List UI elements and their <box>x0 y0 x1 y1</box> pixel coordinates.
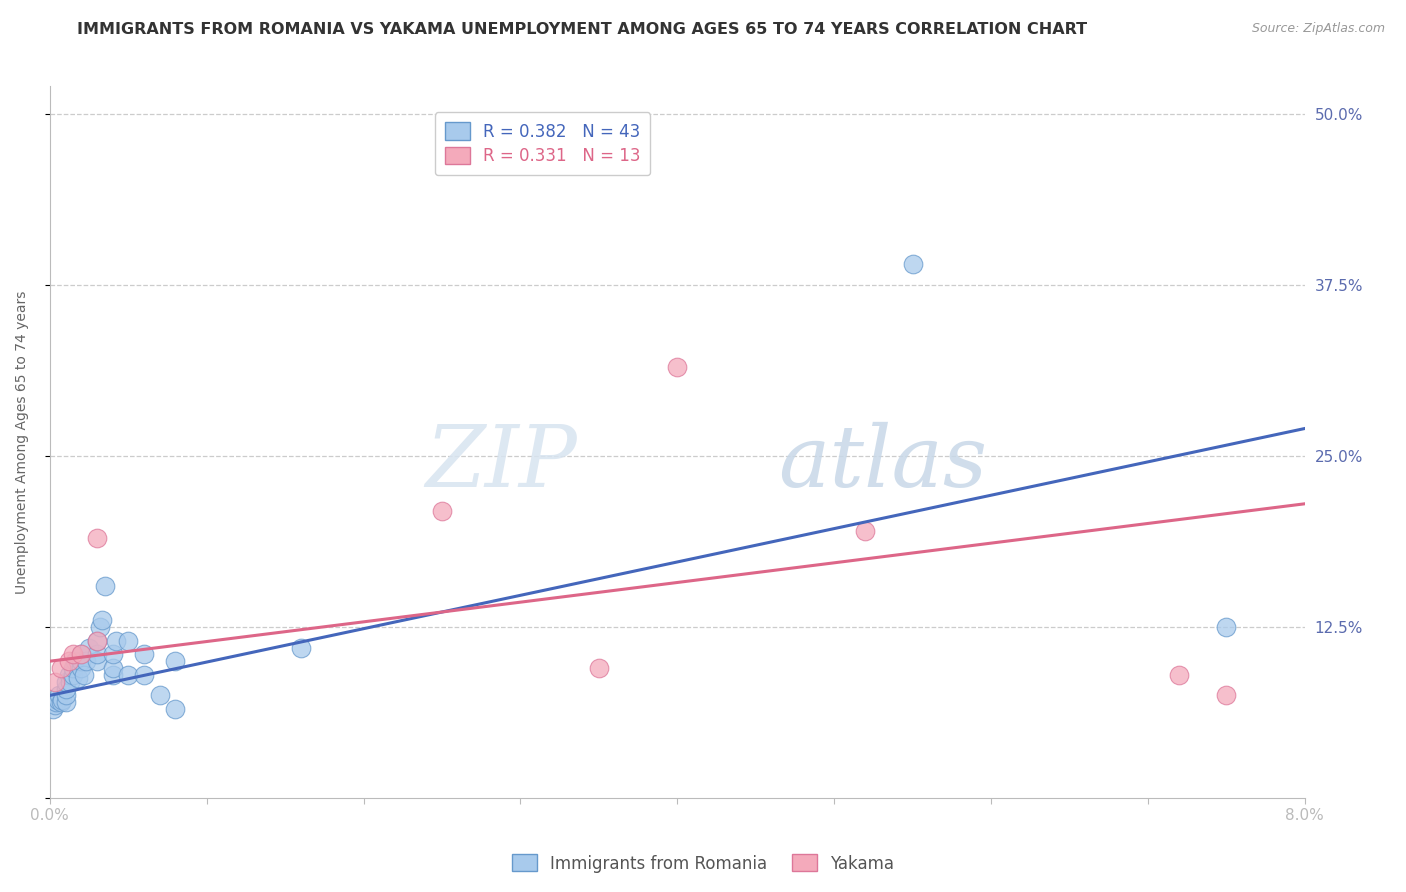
Point <box>165 702 187 716</box>
Point <box>86 633 108 648</box>
Text: IMMIGRANTS FROM ROMANIA VS YAKAMA UNEMPLOYMENT AMONG AGES 65 TO 74 YEARS CORRELA: IMMIGRANTS FROM ROMANIA VS YAKAMA UNEMPL… <box>77 22 1087 37</box>
Point <box>290 640 312 655</box>
Point <box>430 503 453 517</box>
Point <box>58 654 80 668</box>
Point <box>86 633 108 648</box>
Point <box>45 695 67 709</box>
Point <box>73 668 96 682</box>
Point <box>101 661 124 675</box>
Text: atlas: atlas <box>778 422 987 505</box>
Point <box>132 668 155 682</box>
Point <box>1215 689 1237 703</box>
Point <box>63 654 86 668</box>
Point <box>62 668 84 682</box>
Point <box>55 681 77 696</box>
Point <box>666 359 689 374</box>
Point <box>44 674 66 689</box>
Point <box>89 620 111 634</box>
Point <box>1168 668 1191 682</box>
Point <box>49 661 72 675</box>
Legend: R = 0.382   N = 43, R = 0.331   N = 13: R = 0.382 N = 43, R = 0.331 N = 13 <box>434 112 651 176</box>
Point <box>117 633 139 648</box>
Y-axis label: Unemployment Among Ages 65 to 74 years: Unemployment Among Ages 65 to 74 years <box>15 291 30 594</box>
Point <box>588 661 610 675</box>
Point <box>132 648 155 662</box>
Point <box>90 613 112 627</box>
Text: ZIP: ZIP <box>425 422 576 505</box>
Point <box>86 648 108 662</box>
Point <box>58 668 80 682</box>
Point <box>62 648 84 662</box>
Point <box>901 257 924 271</box>
Point <box>855 524 877 538</box>
Point <box>101 648 124 662</box>
Point <box>46 692 69 706</box>
Point <box>62 661 84 675</box>
Point <box>104 633 127 648</box>
Point <box>55 695 77 709</box>
Point <box>86 654 108 668</box>
Point <box>149 689 172 703</box>
Point <box>165 654 187 668</box>
Legend: Immigrants from Romania, Yakama: Immigrants from Romania, Yakama <box>505 847 901 880</box>
Point <box>70 648 93 662</box>
Point <box>55 689 77 703</box>
Point <box>77 640 100 655</box>
Point <box>49 695 72 709</box>
Point <box>42 702 65 716</box>
Point <box>117 668 139 682</box>
Point <box>44 698 66 712</box>
Point <box>48 689 70 703</box>
Point <box>55 674 77 689</box>
Point <box>70 648 93 662</box>
Point <box>70 661 93 675</box>
Point <box>51 692 73 706</box>
Point <box>59 674 82 689</box>
Point <box>70 654 93 668</box>
Point <box>86 531 108 545</box>
Point <box>1215 620 1237 634</box>
Text: Source: ZipAtlas.com: Source: ZipAtlas.com <box>1251 22 1385 36</box>
Point <box>101 668 124 682</box>
Point <box>67 671 90 685</box>
Point <box>75 654 97 668</box>
Point <box>93 579 115 593</box>
